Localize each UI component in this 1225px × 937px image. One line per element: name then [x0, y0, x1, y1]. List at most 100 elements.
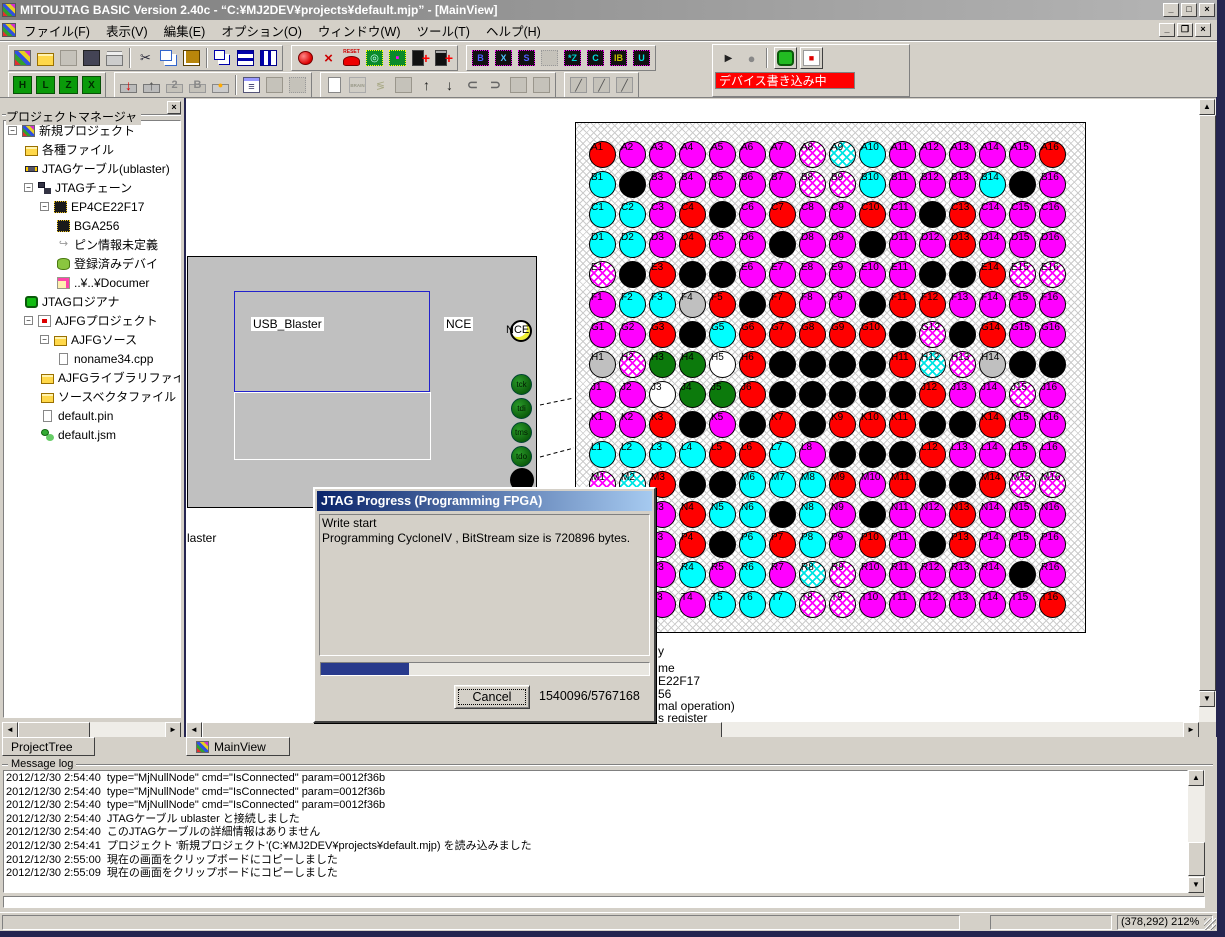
- bga-pin-E6[interactable]: E6: [739, 261, 766, 288]
- bga-pin-T5[interactable]: T5: [709, 591, 736, 618]
- bga-pin-J1[interactable]: J1: [589, 381, 616, 408]
- bga-pin-E2[interactable]: [619, 261, 646, 288]
- bga-pin-J4[interactable]: J4: [679, 381, 706, 408]
- tree-item-ajfg-project[interactable]: − AJFGプロジェクト: [4, 311, 180, 330]
- bga-pin-M11[interactable]: M11: [889, 471, 916, 498]
- bga-pin-H9[interactable]: [829, 351, 856, 378]
- bga-pin-J3[interactable]: J3: [649, 381, 676, 408]
- bga-pin-T14[interactable]: T14: [979, 591, 1006, 618]
- bga-pin-C9[interactable]: C9: [829, 201, 856, 228]
- bga-pin-J9[interactable]: [829, 381, 856, 408]
- wave-high-icon[interactable]: [11, 74, 34, 96]
- bga-pin-B2[interactable]: [619, 171, 646, 198]
- bga-pin-B11[interactable]: B11: [889, 171, 916, 198]
- bga-pin-D2[interactable]: D2: [619, 231, 646, 258]
- nce-pin-icon[interactable]: [510, 320, 532, 342]
- bga-pin-C4[interactable]: C4: [679, 201, 706, 228]
- tree-item-device-ep4ce22f17[interactable]: − EP4CE22F17: [4, 197, 180, 216]
- bga-pin-C12[interactable]: [919, 201, 946, 228]
- bga-pin-H10[interactable]: [859, 351, 886, 378]
- bga-pin-A3[interactable]: A3: [649, 141, 676, 168]
- bga-pin-H8[interactable]: [799, 351, 826, 378]
- blank-2-icon[interactable]: [392, 74, 415, 96]
- bga-pin-D1[interactable]: D1: [589, 231, 616, 258]
- bga-pin-A11[interactable]: A11: [889, 141, 916, 168]
- tree-horizontal-scrollbar[interactable]: ◄ ►: [2, 722, 181, 738]
- bga-pin-T11[interactable]: T11: [889, 591, 916, 618]
- bga-pin-G6[interactable]: G6: [739, 321, 766, 348]
- ajfg-led-icon[interactable]: [800, 47, 823, 69]
- bga-pin-R5[interactable]: R5: [709, 561, 736, 588]
- bga-pin-E7[interactable]: E7: [769, 261, 796, 288]
- bga-pin-F15[interactable]: F15: [1009, 291, 1036, 318]
- bga-pin-L14[interactable]: L14: [979, 441, 1006, 468]
- bga-pin-F4[interactable]: F4: [679, 291, 706, 318]
- bga-pin-H11[interactable]: H11: [889, 351, 916, 378]
- bga-pin-B16[interactable]: B16: [1039, 171, 1066, 198]
- bga-pin-H5[interactable]: H5: [709, 351, 736, 378]
- bga-pin-F13[interactable]: F13: [949, 291, 976, 318]
- scroll-up-icon[interactable]: ▲: [1188, 770, 1204, 786]
- bga-pin-C6[interactable]: C6: [739, 201, 766, 228]
- bga-pin-P12[interactable]: [919, 531, 946, 558]
- menu-view[interactable]: 表示(V): [105, 24, 148, 39]
- scroll-up-icon[interactable]: ▲: [1199, 99, 1215, 115]
- bga-pin-R14[interactable]: R14: [979, 561, 1006, 588]
- bga-pin-J11[interactable]: [889, 381, 916, 408]
- bga-pin-K3[interactable]: K3: [649, 411, 676, 438]
- bga-pin-D3[interactable]: D3: [649, 231, 676, 258]
- bga-pin-E13[interactable]: [949, 261, 976, 288]
- scroll-thumb[interactable]: [202, 722, 722, 738]
- autodetect-chain-icon[interactable]: [363, 47, 386, 69]
- flash-disabled-icon[interactable]: [369, 74, 392, 96]
- bga-pin-G4[interactable]: [679, 321, 706, 348]
- bga-pin-P13[interactable]: P13: [949, 531, 976, 558]
- bga-pin-F6[interactable]: [739, 291, 766, 318]
- tms-pin-icon[interactable]: tms: [511, 422, 532, 443]
- bga-pin-T8[interactable]: T8: [799, 591, 826, 618]
- tree-item-documents-path[interactable]: ..¥..¥Documer: [4, 273, 180, 292]
- bga-pin-H13[interactable]: H13: [949, 351, 976, 378]
- bga-pin-D4[interactable]: D4: [679, 231, 706, 258]
- bga-pin-A16[interactable]: A16: [1039, 141, 1066, 168]
- bga-pin-H4[interactable]: H4: [679, 351, 706, 378]
- bga-pin-E1[interactable]: E1: [589, 261, 616, 288]
- bga-pin-G5[interactable]: G5: [709, 321, 736, 348]
- bga-pin-K16[interactable]: K16: [1039, 411, 1066, 438]
- bga-pin-J7[interactable]: [769, 381, 796, 408]
- bga-pin-F9[interactable]: F9: [829, 291, 856, 318]
- bga-pin-L5[interactable]: L5: [709, 441, 736, 468]
- bga-pin-M4[interactable]: [679, 471, 706, 498]
- bga-pin-M16[interactable]: M16: [1039, 471, 1066, 498]
- wave-z-icon[interactable]: [57, 74, 80, 96]
- mdi-child-icon[interactable]: [2, 23, 16, 37]
- bga-pin-L9[interactable]: [829, 441, 856, 468]
- panel-close-icon[interactable]: ×: [167, 101, 181, 114]
- bga-pin-D9[interactable]: D9: [829, 231, 856, 258]
- bga-pin-H14[interactable]: H14: [979, 351, 1006, 378]
- menu-help[interactable]: ヘルプ(H): [485, 24, 541, 39]
- cascade-windows-icon[interactable]: [211, 47, 234, 69]
- program-2-icon[interactable]: [163, 74, 186, 96]
- bga-pin-L2[interactable]: L2: [619, 441, 646, 468]
- tree-item-registered-device[interactable]: 登録済みデバイ: [4, 254, 180, 273]
- tree-expand-icon[interactable]: −: [40, 202, 49, 211]
- tab-projecttree[interactable]: ProjectTree: [2, 737, 95, 756]
- tck-pin-icon[interactable]: tck: [511, 374, 532, 395]
- menu-window[interactable]: ウィンドウ(W): [317, 24, 401, 39]
- bga-pin-E11[interactable]: E11: [889, 261, 916, 288]
- bga-pin-K4[interactable]: [679, 411, 706, 438]
- bga-pin-A14[interactable]: A14: [979, 141, 1006, 168]
- tree-expand-icon[interactable]: −: [24, 316, 33, 325]
- bga-pin-B4[interactable]: B4: [679, 171, 706, 198]
- tree-item-default-jsm[interactable]: default.jsm: [4, 425, 180, 444]
- bga-pin-L7[interactable]: L7: [769, 441, 796, 468]
- bga-pin-L13[interactable]: L13: [949, 441, 976, 468]
- new-document-icon[interactable]: [323, 74, 346, 96]
- bga-pin-B8[interactable]: B8: [799, 171, 826, 198]
- scroll-thumb[interactable]: [18, 722, 90, 738]
- bga-pin-N4[interactable]: N4: [679, 501, 706, 528]
- bga-pin-P6[interactable]: P6: [739, 531, 766, 558]
- bga-pin-G14[interactable]: G14: [979, 321, 1006, 348]
- main-vertical-scrollbar[interactable]: ▲ ▼: [1199, 99, 1216, 722]
